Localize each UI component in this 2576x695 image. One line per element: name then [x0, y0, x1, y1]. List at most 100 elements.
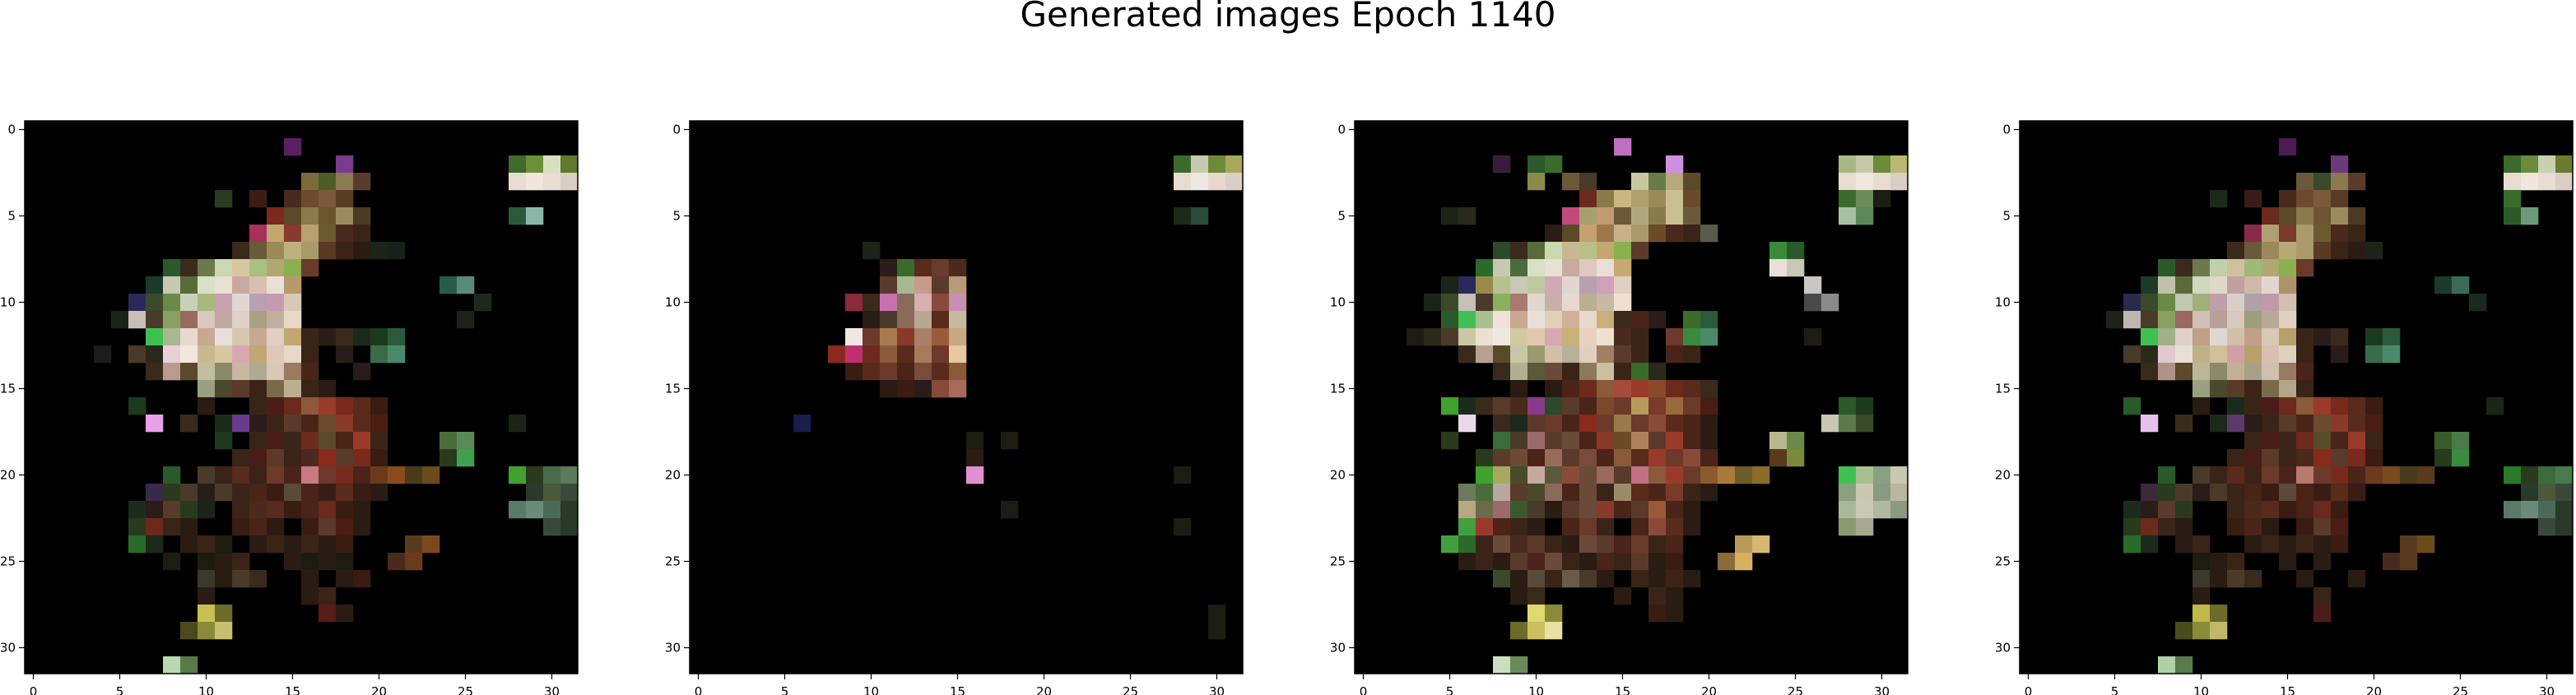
- image-pixel: [2175, 415, 2193, 433]
- image-pixel: [560, 466, 579, 484]
- image-pixel: [1683, 328, 1701, 346]
- image-pixel: [897, 328, 915, 346]
- image-pixel: [215, 553, 233, 571]
- image-pixel: [370, 328, 388, 346]
- image-pixel: [1191, 155, 1209, 174]
- image-pixel: [163, 553, 181, 571]
- image-pixel: [543, 173, 561, 191]
- image-pixel: [1527, 501, 1546, 519]
- x-tick-label: 20: [2366, 684, 2382, 695]
- image-pixel: [2279, 311, 2297, 329]
- image-pixel: [2175, 311, 2193, 329]
- image-pixel: [180, 535, 198, 554]
- image-pixel: [2521, 466, 2539, 484]
- image-pixel: [232, 553, 250, 571]
- image-pixel: [2434, 276, 2453, 294]
- image-pixel: [845, 328, 863, 346]
- image-pixel: [932, 328, 950, 346]
- image-pixel: [1683, 484, 1701, 502]
- image-pixel: [1476, 345, 1494, 364]
- image-pixel: [215, 570, 233, 588]
- image-pixel: [1458, 553, 1476, 571]
- image-pixel: [336, 328, 354, 346]
- image-pixel: [474, 294, 492, 312]
- image-pixel: [1769, 449, 1788, 467]
- image-pixel: [1493, 276, 1511, 294]
- image-pixel: [2227, 328, 2245, 346]
- image-pixel: [388, 328, 406, 346]
- image-pixel: [336, 484, 354, 502]
- image-pixel: [336, 535, 354, 554]
- image-pixel: [267, 415, 285, 433]
- axes-frame: [24, 120, 579, 674]
- image-pixel: [232, 466, 250, 484]
- image-pixel: [319, 242, 337, 260]
- image-pixel: [301, 380, 319, 398]
- image-pixel: [2244, 518, 2262, 536]
- image-pixel: [1441, 207, 1459, 225]
- image-pixel: [1562, 294, 1580, 312]
- image-pixel: [2313, 207, 2332, 225]
- image-pixel: [2227, 276, 2245, 294]
- image-pixel: [2486, 397, 2504, 415]
- image-pixel: [1683, 415, 1701, 433]
- image-pixel: [267, 432, 285, 450]
- y-tick-label: 5: [2002, 209, 2011, 224]
- image-pixel: [2538, 501, 2556, 519]
- image-pixel: [1752, 535, 1770, 554]
- image-pixel: [1648, 397, 1667, 415]
- image-pixel: [198, 484, 216, 502]
- image-pixel: [301, 415, 319, 433]
- image-pixel: [2365, 242, 2383, 260]
- image-pixel: [163, 311, 181, 329]
- image-pixel: [2279, 553, 2297, 571]
- image-pixel: [1579, 328, 1597, 346]
- image-pixel: [2279, 225, 2297, 243]
- image-pixel: [1001, 432, 1019, 450]
- image-pixel: [146, 363, 164, 381]
- image-pixel: [1493, 328, 1511, 346]
- image-pixel: [1666, 190, 1684, 208]
- image-pixel: [232, 570, 250, 588]
- image-pixel: [1787, 242, 1805, 260]
- image-pixel: [1510, 311, 1528, 329]
- image-pixel: [880, 363, 898, 381]
- image-pixel: [1545, 276, 1563, 294]
- image-pixel: [1510, 484, 1528, 502]
- image-pixel: [1579, 345, 1597, 364]
- image-pixel: [1614, 397, 1632, 415]
- image-pixel: [2279, 328, 2297, 346]
- image-pixel: [1174, 173, 1192, 191]
- x-tick-label: 0: [30, 684, 38, 695]
- image-pixel: [163, 276, 181, 294]
- image-pixel: [215, 622, 233, 640]
- image-pixel: [249, 242, 267, 260]
- image-pixel: [2296, 535, 2314, 554]
- image-pixel: [1174, 518, 1192, 536]
- image-pixel: [2158, 501, 2176, 519]
- x-tick-label: 20: [1701, 684, 1717, 695]
- image-pixel: [2331, 345, 2349, 364]
- image-pixel: [2279, 207, 2297, 225]
- image-pixel: [284, 484, 302, 502]
- image-pixel: [2192, 466, 2211, 484]
- image-pixel: [1407, 328, 1425, 346]
- image-pixel: [1614, 138, 1632, 156]
- image-pixel: [284, 432, 302, 450]
- image-pixel: [2296, 380, 2314, 398]
- image-pixel: [301, 207, 319, 225]
- image-pixel: [1476, 449, 1494, 467]
- image-pixel: [966, 432, 984, 450]
- image-pixel: [1597, 570, 1615, 588]
- image-pixel: [2262, 535, 2280, 554]
- image-pixel: [1666, 466, 1684, 484]
- x-tick-label: 20: [371, 684, 387, 695]
- image-pixel: [863, 363, 881, 381]
- image-pixel: [2279, 484, 2297, 502]
- image-pixel: [232, 380, 250, 398]
- y-tick-label: 10: [1995, 295, 2011, 310]
- image-pixel: [2192, 345, 2211, 364]
- image-pixel: [2158, 294, 2176, 312]
- image-pixel: [1856, 466, 1874, 484]
